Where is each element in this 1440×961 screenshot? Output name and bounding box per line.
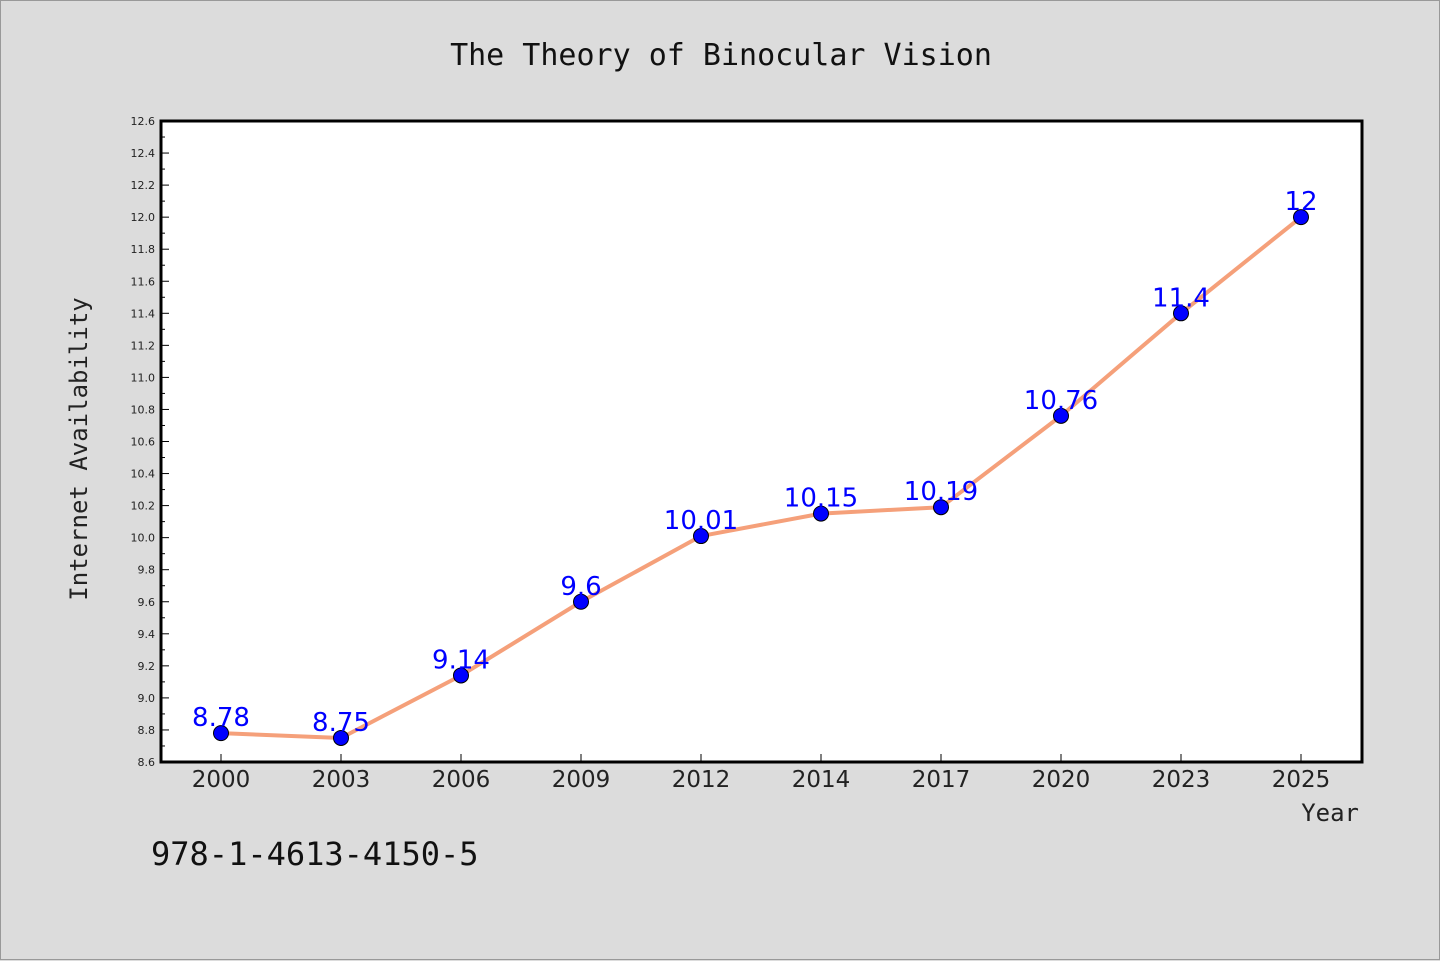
data-point — [1293, 209, 1309, 226]
chart-title: The Theory of Binocular Vision — [450, 38, 992, 73]
data-label: 8.78 — [192, 703, 250, 733]
isbn-text: 978-1-4613-4150-5 — [151, 835, 479, 873]
y-tick-label: 12.0 — [131, 211, 156, 224]
y-tick-label: 10.4 — [131, 468, 156, 481]
data-point — [453, 667, 469, 684]
y-tick-label: 9.4 — [138, 628, 156, 641]
y-tick-label: 9.8 — [138, 564, 156, 577]
data-point — [933, 499, 949, 516]
x-tick-label: 2017 — [912, 767, 971, 793]
y-tick-label: 8.6 — [138, 756, 156, 769]
x-axis: 2000 2003 2006 2009 2012 2014 2017 2020 2023 2025 — [192, 754, 1331, 793]
x-tick-label: 2014 — [792, 767, 851, 793]
x-axis-title: Year — [1301, 799, 1359, 827]
y-tick-label: 9.6 — [138, 596, 156, 609]
data-label: 10.76 — [1024, 386, 1098, 416]
y-tick-label: 10.2 — [131, 500, 156, 513]
data-label: 10.19 — [904, 477, 978, 507]
data-point — [573, 593, 589, 610]
y-tick-label: 11.6 — [131, 275, 156, 288]
data-label: 12 — [1284, 187, 1317, 217]
y-axis: 8.6 8.8 9.0 9.2 9.4 9.6 9.8 10.0 10.2 10.4 10.6 10.… — [131, 115, 169, 769]
x-tick-label: 2020 — [1032, 767, 1091, 793]
y-axis-title: Internet Availability — [65, 297, 93, 600]
series-line — [220, 215, 1303, 740]
data-label: 10.15 — [784, 484, 858, 514]
x-tick-label: 2025 — [1272, 767, 1331, 793]
y-tick-label: 12.2 — [131, 179, 156, 192]
y-tick-label: 10.8 — [131, 403, 156, 416]
y-tick-label: 10.6 — [131, 436, 156, 449]
data-label: 11.4 — [1152, 283, 1210, 313]
y-tick-label: 9.2 — [138, 660, 156, 673]
y-tick-label: 11.0 — [131, 371, 156, 384]
data-point — [333, 729, 349, 746]
series-layer: 8.78 8.75 9.14 9.6 10.01 10.15 10.19 10.76 11.4 1… — [192, 187, 1318, 746]
x-tick-label: 2000 — [192, 767, 251, 793]
x-tick-label: 2009 — [552, 767, 611, 793]
data-point — [693, 528, 709, 545]
y-tick-label: 12.6 — [131, 115, 156, 128]
y-tick-label: 11.8 — [131, 243, 156, 256]
x-tick-label: 2003 — [312, 767, 371, 793]
x-tick-label: 2006 — [432, 767, 491, 793]
data-point — [813, 505, 829, 522]
data-label: 9.6 — [560, 572, 601, 602]
data-label: 9.14 — [432, 645, 490, 675]
data-label: 10.01 — [664, 506, 738, 536]
y-tick-label: 11.2 — [131, 339, 156, 352]
data-point — [213, 725, 229, 742]
y-tick-label: 9.0 — [138, 692, 156, 705]
y-tick-label: 8.8 — [138, 724, 156, 737]
x-tick-label: 2023 — [1152, 767, 1211, 793]
y-tick-label: 12.4 — [131, 147, 156, 160]
x-tick-label: 2012 — [672, 767, 731, 793]
data-point — [1053, 407, 1069, 424]
data-point — [1173, 305, 1189, 322]
y-tick-label: 11.4 — [131, 307, 156, 320]
plot-area — [159, 119, 1364, 764]
y-tick-label: 10.0 — [131, 532, 156, 545]
data-label: 8.75 — [312, 708, 370, 738]
